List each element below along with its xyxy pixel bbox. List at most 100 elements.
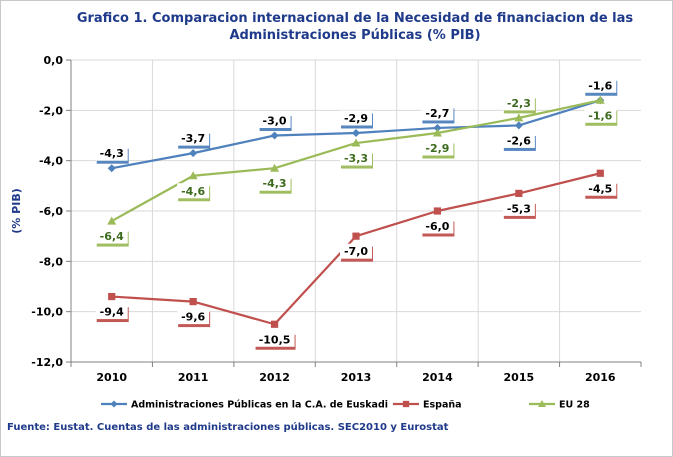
data-label: -2,9: [421, 140, 455, 159]
data-label: -4,6: [177, 183, 211, 202]
data-label: -3,3: [340, 150, 373, 169]
source-note: Fuente: Eustat. Cuentas de las administr…: [7, 421, 449, 433]
x-tick-label: 2015: [504, 371, 535, 384]
y-tick-label: -2,0: [39, 104, 63, 117]
data-point: [514, 113, 524, 122]
data-label-text: -3,7: [181, 132, 205, 145]
x-tick-label: 2012: [259, 371, 290, 384]
data-label-text: -1,6: [588, 79, 612, 92]
data-label-text: -1,6: [588, 109, 612, 122]
x-tick-label: 2013: [341, 371, 372, 384]
data-label-text: -7,0: [344, 245, 368, 258]
data-label: -5,3: [502, 200, 536, 219]
data-label-text: -2,7: [425, 107, 449, 120]
data-label-box: [258, 175, 291, 191]
data-label-box: [340, 150, 372, 166]
data-label-box: [584, 107, 617, 123]
legend-label: Administraciones Públicas en la C.A. de …: [131, 400, 388, 411]
data-point: [270, 163, 280, 172]
legend-marker: [110, 400, 118, 408]
data-label-text: -9,6: [181, 311, 205, 324]
data-label: -6,0: [421, 218, 455, 237]
data-label-text: -6,0: [425, 220, 449, 233]
data-point: [433, 207, 442, 215]
y-tick-label: -8,0: [39, 255, 63, 268]
x-tick-label: 2010: [96, 371, 127, 384]
data-label: -2,6: [502, 132, 536, 151]
chart-title: Grafico 1. Comparacion internacional de …: [77, 11, 634, 43]
data-point: [270, 131, 279, 140]
y-axis-title: (% PIB): [10, 188, 23, 233]
chart-title-line-1: Grafico 1. Comparacion internacional de …: [77, 11, 634, 26]
data-label-box: [340, 110, 372, 126]
data-point: [352, 232, 360, 240]
y-tick-label: -4,0: [39, 155, 63, 168]
data-label-box: [340, 243, 372, 259]
chart-title-line-2: Administraciones Públicas (% PIB): [229, 28, 480, 43]
legend-label: España: [423, 400, 462, 411]
data-label-box: [254, 331, 295, 347]
legend-marker: [538, 400, 546, 407]
data-label-text: -10,5: [259, 333, 291, 346]
data-label: -1,6: [584, 77, 618, 96]
data-point: [352, 128, 360, 137]
data-label: -4,3: [95, 145, 129, 164]
data-label-box: [502, 132, 535, 148]
data-point: [596, 169, 604, 177]
data-point: [107, 164, 116, 173]
data-label: -7,0: [340, 243, 373, 262]
data-label-box: [95, 228, 128, 244]
y-tick-label: -10,0: [31, 306, 63, 319]
data-point: [188, 171, 198, 180]
data-point: [107, 216, 117, 225]
data-label-text: -2,9: [425, 142, 449, 155]
data-label-box: [177, 309, 210, 325]
y-tick-label: -12,0: [31, 356, 63, 369]
data-label-box: [502, 200, 535, 216]
data-label-text: -4,3: [263, 177, 287, 190]
data-label-text: -2,3: [507, 97, 531, 110]
data-label: -4,3: [258, 175, 292, 194]
x-tick-label: 2014: [422, 371, 453, 384]
data-labels-layer: -4,3 -3,7 -3,0 -2,9 -2,7 -2,6 -1,6 -9,4 -9,6 -10,…: [95, 77, 618, 350]
data-point: [515, 189, 523, 197]
data-label-text: -6,4: [100, 230, 124, 243]
data-label-text: -2,9: [344, 112, 368, 125]
data-label-box: [584, 180, 617, 196]
data-point: [189, 149, 198, 158]
data-label-box: [421, 140, 454, 156]
series-layer: [107, 95, 605, 328]
data-point: [270, 320, 279, 328]
legend-marker: [402, 400, 410, 408]
y-tick-label: -6,0: [39, 205, 63, 218]
data-label: -3,7: [177, 130, 211, 149]
data-label: -4,5: [584, 180, 618, 199]
data-label-box: [258, 113, 291, 128]
data-label-text: -4,6: [181, 185, 205, 198]
data-label-text: -4,3: [100, 147, 124, 160]
legend-label: EU 28: [559, 400, 590, 411]
data-point: [514, 121, 523, 130]
data-label-box: [421, 218, 454, 234]
data-label-text: -2,6: [507, 134, 531, 147]
data-label: -9,6: [177, 309, 211, 328]
data-point: [432, 128, 442, 137]
data-point: [189, 298, 197, 306]
data-label: -2,7: [421, 105, 455, 124]
data-label: -6,4: [95, 228, 129, 247]
data-label-box: [584, 77, 617, 93]
data-label: -2,9: [340, 110, 373, 129]
legend: Administraciones Públicas en la C.A. de …: [101, 400, 590, 411]
x-tick-label: 2016: [585, 371, 616, 384]
data-label-box: [95, 304, 128, 320]
data-label-text: -5,3: [507, 202, 531, 215]
data-label-box: [177, 130, 210, 146]
data-point: [595, 95, 605, 104]
data-label-text: -4,5: [588, 182, 612, 195]
data-point: [351, 138, 361, 147]
x-tick-label: 2011: [178, 371, 209, 384]
data-point: [433, 123, 442, 132]
data-label-box: [421, 105, 454, 121]
